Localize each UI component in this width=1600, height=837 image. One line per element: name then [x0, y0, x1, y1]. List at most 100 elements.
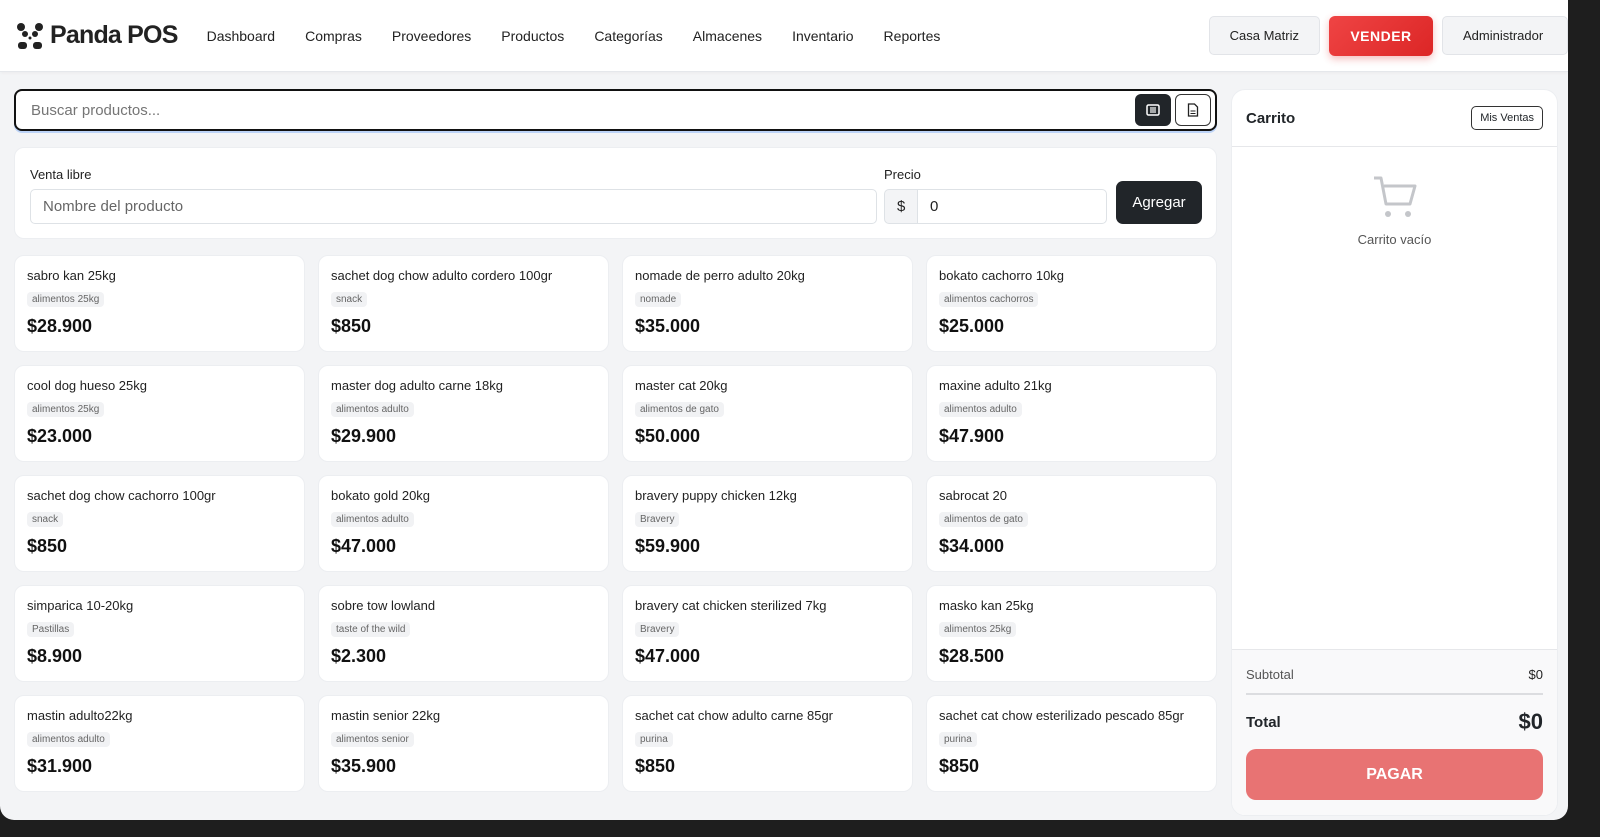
category-badge: Bravery	[635, 512, 680, 527]
product-card[interactable]: sachet cat chow esterilizado pescado 85g…	[926, 695, 1217, 792]
nav-link-inventario[interactable]: Inventario	[792, 27, 854, 44]
product-name: sachet cat chow adulto carne 85gr	[635, 708, 834, 723]
product-card[interactable]: cool dog hueso 25kg alimentos 25kg $23.000	[14, 365, 305, 462]
category-badge: alimentos adulto	[939, 402, 1022, 417]
product-price: $850	[27, 536, 68, 556]
product-card[interactable]: bravery puppy chicken 12kg Bravery $59.900	[622, 475, 913, 572]
pay-button[interactable]: PAGAR	[1246, 749, 1543, 800]
product-price: $29.900	[331, 426, 397, 446]
free-sale-label: Venta libre	[30, 167, 92, 182]
product-name: master cat 20kg	[635, 378, 728, 393]
total-label: Total	[1246, 713, 1281, 731]
category-badge: purina	[635, 732, 673, 747]
subtotal-label: Subtotal	[1246, 667, 1294, 682]
panda-icon	[17, 22, 43, 49]
nav-link-dashboard[interactable]: Dashboard	[206, 27, 276, 44]
product-name: bravery cat chicken sterilized 7kg	[635, 598, 827, 613]
category-badge: alimentos 25kg	[27, 292, 105, 307]
barcode-scan-button[interactable]	[1135, 94, 1171, 126]
product-card[interactable]: sabro kan 25kg alimentos 25kg $28.900	[14, 255, 305, 352]
product-name: cool dog hueso 25kg	[27, 378, 147, 393]
cart-icon	[1373, 176, 1416, 217]
brand-name: Panda POS	[50, 21, 178, 49]
category-badge: Bravery	[635, 622, 680, 637]
cart-empty-text: Carrito vacío	[1357, 232, 1432, 247]
product-name: sachet dog chow adulto cordero 100gr	[331, 268, 553, 283]
product-name: sachet dog chow cachorro 100gr	[27, 488, 216, 503]
product-card[interactable]: bokato cachorro 10kg alimentos cachorros $…	[926, 255, 1217, 352]
category-badge: alimentos de gato	[635, 402, 724, 417]
product-price: $850	[635, 756, 676, 776]
product-card[interactable]: sabrocat 20 alimentos de gato $34.000	[926, 475, 1217, 572]
product-price: $47.000	[331, 536, 397, 556]
product-grid: sabro kan 25kg alimentos 25kg $28.900 sache…	[14, 255, 1217, 792]
product-price: $25.000	[939, 316, 1005, 336]
category-badge: nomade	[635, 292, 682, 307]
product-price: $50.000	[635, 426, 701, 446]
product-price: $35.000	[635, 316, 701, 336]
category-badge: purina	[939, 732, 977, 747]
product-name: masko kan 25kg	[939, 598, 1034, 613]
category-badge: alimentos 25kg	[27, 402, 105, 417]
product-price: $47.900	[939, 426, 1005, 446]
category-badge: snack	[331, 292, 368, 307]
product-name-input[interactable]: Nombre del producto	[30, 189, 877, 224]
search-input[interactable]	[31, 101, 1131, 119]
nav-link-productos[interactable]: Productos	[501, 27, 565, 44]
product-price: $850	[331, 316, 372, 336]
product-name: bokato gold 20kg	[331, 488, 431, 503]
document-icon	[1187, 103, 1199, 117]
add-button[interactable]: Agregar	[1116, 181, 1202, 224]
product-card[interactable]: maxine adulto 21kg alimentos adulto $47.90…	[926, 365, 1217, 462]
nav-link-reportes[interactable]: Reportes	[883, 27, 941, 44]
product-price: $47.000	[635, 646, 701, 666]
product-card[interactable]: nomade de perro adulto 20kg nomade $35.000	[622, 255, 913, 352]
product-name: sobre tow lowland	[331, 598, 436, 613]
brand-logo[interactable]: Panda POS	[16, 21, 178, 50]
total-value: $0	[1518, 709, 1543, 734]
product-name: bokato cachorro 10kg	[939, 268, 1065, 283]
sell-button[interactable]: VENDER	[1329, 15, 1433, 56]
product-card[interactable]: masko kan 25kg alimentos 25kg $28.500	[926, 585, 1217, 682]
product-card[interactable]: master dog adulto carne 18kg alimentos ad…	[318, 365, 609, 462]
search-bar	[14, 89, 1217, 131]
product-price: $28.900	[27, 316, 93, 336]
price-label: Precio	[884, 167, 921, 182]
document-button[interactable]	[1175, 94, 1211, 126]
app: Panda POS Dashboard Compras Proveedores Pro…	[0, 0, 1568, 820]
category-badge: alimentos senior	[331, 732, 414, 747]
product-card[interactable]: mastin adulto22kg alimentos adulto $31.900	[14, 695, 305, 792]
product-card[interactable]: mastin senior 22kg alimentos senior $35.90…	[318, 695, 609, 792]
category-badge: alimentos adulto	[331, 512, 414, 527]
product-card[interactable]: sachet dog chow adulto cordero 100gr snac…	[318, 255, 609, 352]
product-name: maxine adulto 21kg	[939, 378, 1052, 393]
product-card[interactable]: bokato gold 20kg alimentos adulto $47.000	[318, 475, 609, 572]
category-badge: alimentos cachorros	[939, 292, 1039, 307]
category-badge: Pastillas	[27, 622, 75, 637]
nav-links: Dashboard Compras Proveedores Productos Cate…	[192, 28, 956, 44]
nav-link-categorías[interactable]: Categorías	[594, 27, 663, 44]
product-name: mastin adulto22kg	[27, 708, 133, 723]
product-card[interactable]: simparica 10-20kg Pastillas $8.900	[14, 585, 305, 682]
product-card[interactable]: sachet dog chow cachorro 100gr snack $850	[14, 475, 305, 572]
free-sale-panel: Venta libre Nombre del producto Precio $…	[14, 147, 1217, 239]
product-name: sabrocat 20	[939, 488, 1007, 503]
price-input[interactable]: 0	[917, 189, 1107, 224]
product-price: $850	[939, 756, 980, 776]
user-menu[interactable]: Administrador	[1442, 16, 1568, 55]
product-card[interactable]: master cat 20kg alimentos de gato $50.000	[622, 365, 913, 462]
product-card[interactable]: bravery cat chicken sterilized 7kg Braver…	[622, 585, 913, 682]
product-name: bravery puppy chicken 12kg	[635, 488, 797, 503]
category-badge: alimentos adulto	[27, 732, 110, 747]
nav-link-compras[interactable]: Compras	[305, 27, 362, 44]
category-badge: alimentos de gato	[939, 512, 1028, 527]
nav-link-almacenes[interactable]: Almacenes	[692, 27, 763, 44]
product-card[interactable]: sachet cat chow adulto carne 85gr purina $…	[622, 695, 913, 792]
product-card[interactable]: sobre tow lowland taste of the wild $2.300	[318, 585, 609, 682]
nav-link-proveedores[interactable]: Proveedores	[391, 27, 472, 44]
top-nav: Panda POS Dashboard Compras Proveedores Pro…	[0, 0, 1568, 72]
my-sales-button[interactable]: Mis Ventas	[1471, 106, 1543, 130]
branch-selector[interactable]: Casa Matriz	[1208, 16, 1320, 55]
product-name: sachet cat chow esterilizado pescado 85g…	[939, 708, 1184, 723]
product-name: master dog adulto carne 18kg	[331, 378, 503, 393]
